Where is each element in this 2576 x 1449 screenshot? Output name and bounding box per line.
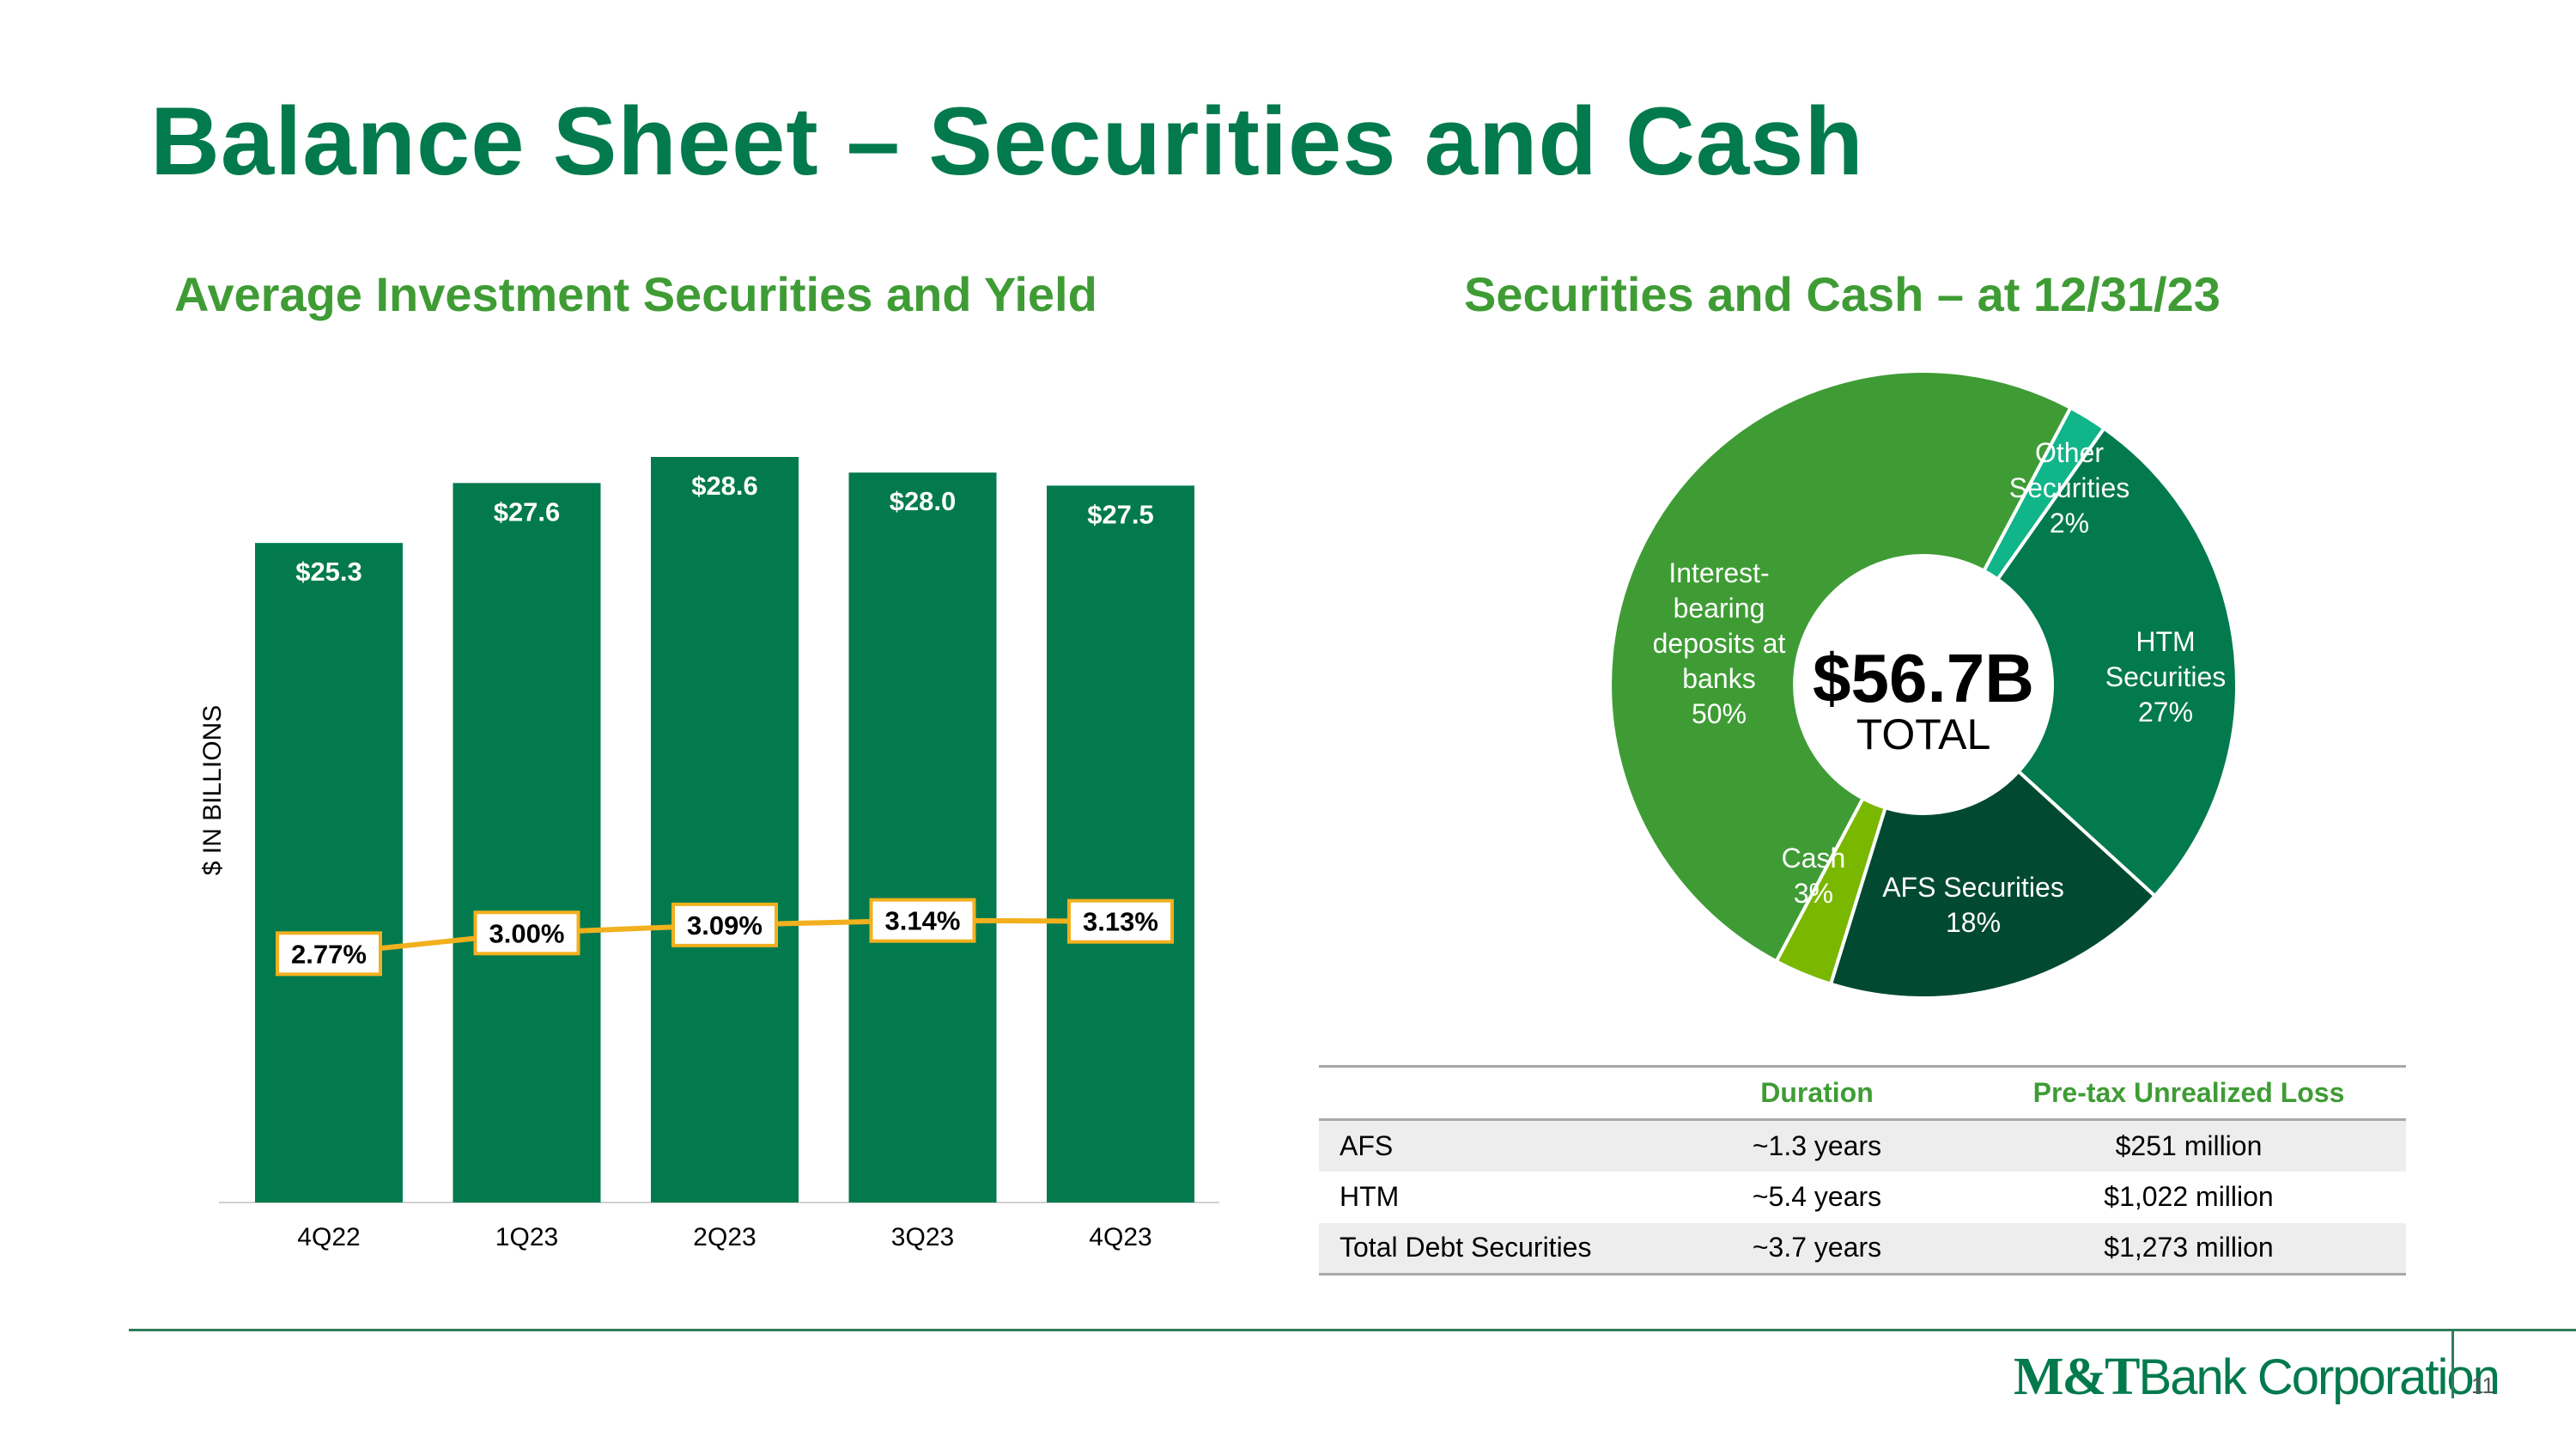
- yield-label-box: [869, 898, 976, 943]
- table-cell: ~5.4 years: [1752, 1181, 1882, 1212]
- bar-value-label: $27.5: [1087, 499, 1154, 529]
- donut-slice: [1995, 425, 2239, 898]
- yield-label: 3.09%: [687, 910, 762, 941]
- donut-slice: [1608, 369, 2074, 964]
- x-tick-label: 4Q22: [297, 1223, 360, 1251]
- bar: [1047, 485, 1194, 1202]
- table-cell: HTM: [1340, 1181, 1400, 1212]
- bar: [453, 483, 601, 1202]
- x-tick-label: 3Q23: [891, 1223, 954, 1251]
- yield-label-box: [473, 910, 580, 956]
- donut-total-value: $56.7B: [1813, 640, 2034, 716]
- table-header-duration: Duration: [1760, 1077, 1874, 1108]
- donut-chart-subtitle: Securities and Cash – at 12/31/23: [1464, 267, 2221, 321]
- yield-label: 3.13%: [1083, 907, 1158, 937]
- bar-value-label: $28.6: [691, 471, 758, 501]
- table-cell: $1,022 million: [2104, 1181, 2274, 1212]
- duration-table: Duration Pre-tax Unrealized Loss AFS ~1.…: [1319, 1065, 2406, 1275]
- table-cell: Total Debt Securities: [1340, 1232, 1592, 1263]
- donut-slice-label: Cash 3%: [1782, 843, 1846, 909]
- donut-slice-label: HTM Securities 27%: [2105, 626, 2227, 728]
- donut-slice-label: Interest-bearing deposits at banks 50%: [1653, 557, 1786, 729]
- table-header-cell: [1319, 1067, 1662, 1120]
- yield-label: 3.14%: [885, 906, 961, 936]
- table-cell: ~1.3 years: [1752, 1129, 1882, 1161]
- donut-slice: [1828, 769, 2158, 1000]
- table-cell: AFS: [1340, 1129, 1394, 1161]
- yield-label: 2.77%: [291, 939, 367, 969]
- bar-chart-subtitle: Average Investment Securities and Yield: [174, 267, 1097, 321]
- x-tick-label: 4Q23: [1089, 1223, 1151, 1251]
- table-cell: ~3.7 years: [1752, 1232, 1882, 1263]
- logo-mark: M&T: [2014, 1348, 2141, 1406]
- bar-value-label: $27.6: [494, 496, 561, 527]
- table-cell: $251 million: [2115, 1129, 2263, 1161]
- donut-slice-label: Other Securities 2%: [2009, 437, 2130, 539]
- table-header-loss: Pre-tax Unrealized Loss: [2032, 1077, 2345, 1108]
- page-title: Balance Sheet – Securities and Cash: [150, 88, 1864, 195]
- bar-value-label: $25.3: [295, 557, 362, 587]
- page-number: 11: [2471, 1373, 2494, 1398]
- bar: [848, 472, 997, 1202]
- bar-value-label: $28.0: [890, 486, 957, 516]
- x-tick-label: 2Q23: [693, 1223, 756, 1251]
- bar: [651, 457, 799, 1202]
- donut-slice-label: AFS Securities 18%: [1882, 872, 2064, 938]
- x-tick-label: 1Q23: [495, 1223, 558, 1251]
- table-row: AFS ~1.3 years $251 million: [1319, 1119, 2406, 1172]
- table-row: HTM ~5.4 years $1,022 million: [1319, 1172, 2406, 1223]
- bar: [255, 543, 403, 1202]
- yield-label: 3.00%: [489, 918, 565, 948]
- table-cell: $1,273 million: [2104, 1232, 2274, 1263]
- table-row: Total Debt Securities ~3.7 years $1,273 …: [1319, 1222, 2406, 1275]
- yield-label-box: [276, 931, 382, 977]
- yield-label-box: [671, 902, 778, 947]
- footer-divider: [129, 1329, 2576, 1331]
- yield-label-box: [1067, 898, 1174, 944]
- footer-separator: [2451, 1330, 2454, 1398]
- table-header-row: Duration Pre-tax Unrealized Loss: [1319, 1066, 2406, 1120]
- donut-total-label: TOTAL: [1856, 710, 1991, 758]
- logo-text: Bank Corporation: [2138, 1349, 2500, 1405]
- company-logo: M&TBank Corporation: [2014, 1348, 2500, 1406]
